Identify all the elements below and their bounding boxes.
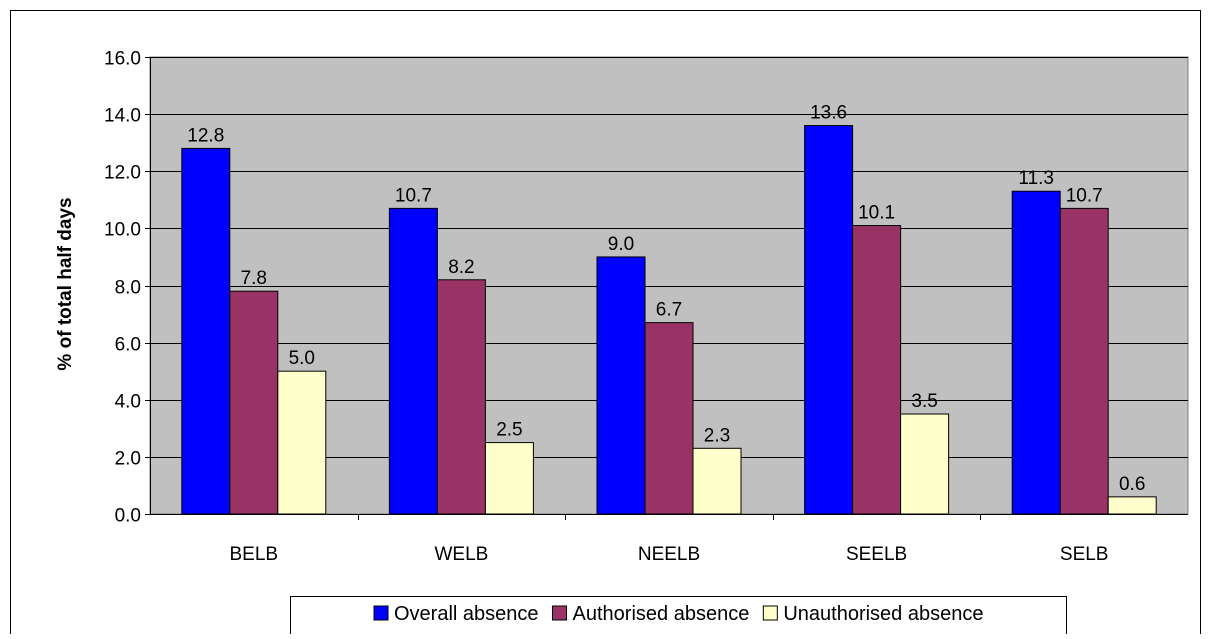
- y-tick-label: 8.0: [115, 278, 141, 299]
- bar-authorised-absence: [644, 322, 694, 515]
- legend-swatch: [552, 605, 568, 621]
- bar-authorised-absence: [436, 279, 486, 515]
- data-label: 10.1: [858, 203, 895, 224]
- legend-box: [290, 596, 1067, 639]
- legend-label: Overall absence: [394, 603, 539, 625]
- data-label: 9.0: [608, 234, 634, 255]
- data-label: 3.5: [911, 391, 937, 412]
- data-label: 6.7: [656, 300, 682, 321]
- legend-swatch: [373, 605, 389, 621]
- data-label: 8.2: [448, 257, 474, 278]
- data-label: 12.8: [187, 125, 224, 146]
- x-category-label: WELB: [434, 544, 488, 565]
- bar-unauthorised-absence: [692, 447, 742, 515]
- x-category-label: SEELB: [846, 544, 907, 565]
- data-label: 11.3: [1018, 168, 1054, 189]
- x-category-label: SELB: [1060, 544, 1109, 565]
- legend-label: Authorised absence: [573, 603, 750, 625]
- y-tick-label: 0.0: [115, 506, 141, 527]
- plot-layer: 0.0 2.0 4.0 6.0 8.0 10.0 12.0 14.0 16.0 BELB 12.8 7…: [104, 49, 1189, 565]
- data-label: 10.7: [1066, 185, 1103, 206]
- legend-label: Unauthorised absence: [783, 603, 983, 625]
- y-tick-label: 2.0: [115, 449, 141, 470]
- bar-unauthorised-absence: [1107, 496, 1157, 515]
- y-tick-label: 6.0: [115, 335, 141, 356]
- y-tick-label: 12.0: [104, 163, 141, 184]
- data-label: 2.3: [704, 425, 730, 446]
- y-tick-label: 14.0: [104, 106, 141, 127]
- y-tick-label: 10.0: [104, 220, 141, 241]
- y-tick-label: 16.0: [104, 49, 141, 70]
- bar-unauthorised-absence: [277, 370, 327, 515]
- data-label: 13.6: [810, 103, 847, 124]
- bar-authorised-absence: [852, 225, 902, 515]
- bar-unauthorised-absence: [484, 442, 534, 515]
- x-category-label: NEELB: [638, 544, 700, 565]
- data-label: 5.0: [289, 348, 315, 369]
- bar-unauthorised-absence: [900, 413, 950, 515]
- bar-overall-absence: [596, 256, 646, 515]
- legend: Overall absence Authorised absence Unautho…: [290, 596, 1067, 639]
- bar-overall-absence: [181, 147, 231, 515]
- bar-overall-absence: [1011, 190, 1061, 515]
- data-label: 7.8: [241, 268, 267, 289]
- bar-overall-absence: [388, 207, 438, 515]
- data-label: 0.6: [1119, 474, 1145, 495]
- data-label: 10.7: [395, 185, 432, 206]
- bar-authorised-absence: [1059, 207, 1109, 515]
- y-tick-label: 4.0: [115, 392, 141, 413]
- x-category-label: BELB: [230, 544, 279, 565]
- y-axis-title: % of total half days: [55, 197, 76, 370]
- bar-authorised-absence: [229, 290, 279, 515]
- legend-swatch: [762, 605, 778, 621]
- legend-items: Overall absence Authorised absence Unautho…: [373, 603, 983, 625]
- data-label: 2.5: [496, 420, 522, 441]
- bar-overall-absence: [804, 125, 854, 515]
